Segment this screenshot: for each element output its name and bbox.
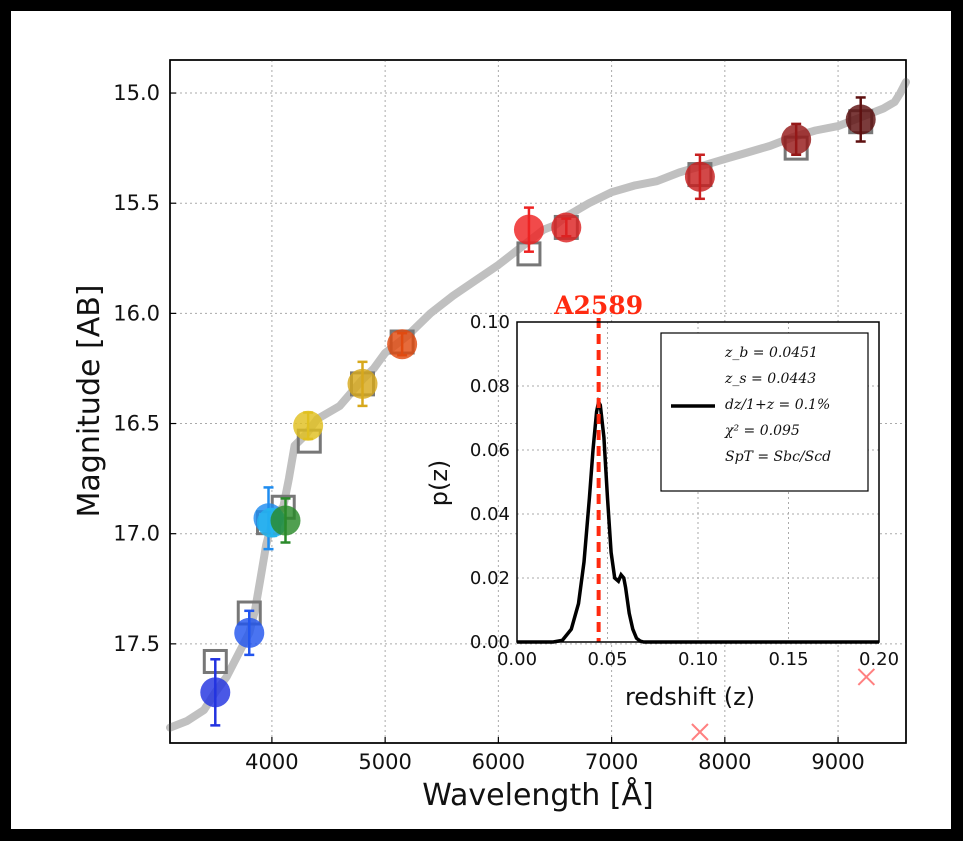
- inset-plot-border: [516, 321, 880, 643]
- upper-limit-marker: [691, 723, 709, 741]
- x-tick-label: 9000: [811, 750, 864, 774]
- inset-y-tick-label: 0.06: [470, 440, 510, 461]
- main-ticks: 4000 5000 6000 7000 8000 9000 15.0 15.5 16.0 16.5…: [113, 81, 865, 774]
- inset-y-label: p(z): [425, 460, 453, 507]
- inset-x-tick-label: 0.20: [859, 649, 899, 670]
- inset-x-tick-label: 0.05: [587, 649, 627, 670]
- cluster-label: A2589: [553, 291, 643, 320]
- inset-x-tick-label: 0.15: [768, 649, 808, 670]
- observed-point: [293, 410, 324, 441]
- upper-limits: [691, 668, 876, 741]
- upper-limit-marker: [857, 668, 876, 686]
- observed-point: [551, 212, 582, 243]
- figure-frame: 4000 5000 6000 7000 8000 9000 15.0 15.5 16.0 16.5…: [11, 11, 951, 829]
- pz-curve: [517, 396, 879, 644]
- y-tick-label: 15.0: [113, 81, 160, 105]
- observed-point: [845, 96, 876, 143]
- legend-zb: z_b = 0.0451: [724, 345, 818, 361]
- x-axis-label: Wavelength [Å]: [422, 777, 653, 813]
- y-tick-label: 17.5: [113, 632, 160, 656]
- x-tick-label: 8000: [698, 750, 751, 774]
- y-axis-label: Magnitude [AB]: [72, 285, 107, 518]
- legend-dz: dz/1+z = 0.1%: [725, 397, 830, 413]
- inset-y-tick-label: 0.00: [470, 632, 510, 653]
- observed-points: [200, 96, 876, 727]
- observed-point: [513, 206, 544, 253]
- inset-x-label: redshift (z): [625, 683, 755, 711]
- x-tick-label: 6000: [472, 750, 525, 774]
- legend-chi2: χ² = 0.095: [724, 423, 800, 439]
- inset-ticks: 0.00 0.05 0.10 0.15 0.20 0.00 0.02 0.04 0.06 0.08…: [470, 312, 899, 670]
- observed-point: [387, 329, 418, 360]
- inset-legend-box: [660, 332, 869, 492]
- observed-point: [781, 122, 812, 156]
- x-tick-label: 7000: [585, 750, 638, 774]
- inset-x-tick-label: 0.10: [678, 649, 718, 670]
- x-tick-label: 5000: [358, 750, 411, 774]
- inset-y-tick-label: 0.08: [470, 376, 510, 397]
- main-plot-border: [169, 59, 907, 744]
- observed-point: [347, 360, 378, 408]
- y-tick-label: 16.5: [113, 412, 160, 436]
- template-sed-line: [166, 78, 910, 732]
- legend-zs: z_s = 0.0443: [724, 371, 816, 387]
- observed-point: [684, 153, 715, 201]
- inset-y-tick-label: 0.10: [470, 312, 510, 333]
- observed-point: [234, 609, 265, 657]
- y-tick-label: 16.0: [113, 301, 160, 325]
- y-tick-label: 17.0: [113, 522, 160, 546]
- legend-spt: SpT = Sbc/Scd: [725, 449, 831, 465]
- inset-y-tick-label: 0.02: [470, 568, 510, 589]
- inset-y-tick-label: 0.04: [470, 504, 510, 525]
- y-tick-label: 15.5: [113, 191, 160, 215]
- observed-point: [200, 658, 231, 727]
- observed-point: [270, 497, 301, 544]
- sed-chart: 4000 5000 6000 7000 8000 9000 15.0 15.5 16.0 16.5…: [72, 59, 910, 813]
- x-tick-label: 4000: [245, 750, 298, 774]
- inset-x-tick-label: 0.00: [497, 649, 537, 670]
